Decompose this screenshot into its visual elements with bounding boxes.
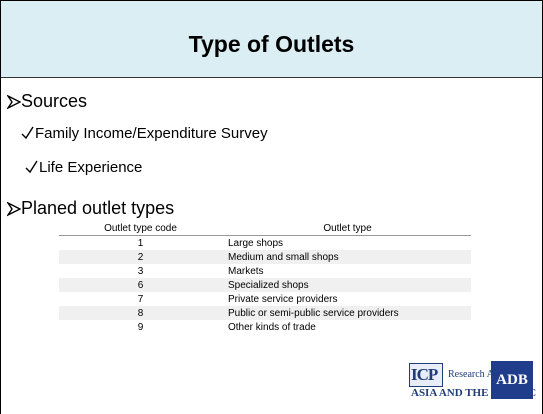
logo-text: Research Agenda	[448, 369, 518, 380]
table-row: 9 Other kinds of trade	[59, 320, 471, 334]
header-cell: Outlet type code	[59, 221, 222, 236]
table-header: Outlet type code Outlet type	[59, 221, 471, 236]
table-row: 8 Public or semi-public service providers	[59, 306, 471, 320]
sub-bullet: Family Income/Expenditure Survey	[35, 125, 268, 142]
code-cell: 9	[137, 321, 144, 333]
table-row: 6 Specialized shops	[59, 278, 471, 292]
table-row: 7 Private service providers	[59, 292, 471, 306]
type-cell: Public or semi-public service providers	[222, 306, 471, 320]
icp-logo: ICP	[411, 365, 438, 384]
code-cell: 3	[137, 265, 144, 277]
bullet: Sources	[21, 91, 88, 111]
check-bullet	[21, 126, 34, 140]
table-body: 1 Large shops 2 Medium and small shops 3 Mark…	[59, 236, 471, 335]
arrow-bullet	[7, 94, 21, 110]
code-cell: 6	[59, 278, 222, 292]
table-row: 2 Medium and small shops	[59, 250, 471, 264]
outlet-table: Outlet type code Outlet type 1 Large shop…	[59, 221, 471, 334]
table-row: 1 Large shops	[59, 236, 471, 251]
slide-title: Type of Outlets	[188, 31, 355, 57]
type-cell: Markets	[228, 265, 264, 277]
code-cell: 8	[59, 306, 222, 320]
type-cell: Large shops	[228, 237, 284, 249]
arrow-bullet	[7, 201, 21, 217]
sub-bullet: Life Experience	[39, 159, 143, 176]
code-cell: 7	[137, 293, 144, 305]
type-cell: Specialized shops	[222, 278, 471, 292]
adb-logo: ADB	[491, 361, 533, 399]
icp-logo-box	[409, 363, 443, 387]
header-cell: Outlet type	[222, 221, 471, 236]
type-cell: Medium and small shops	[222, 250, 471, 264]
bullet: Planed outlet types	[21, 198, 175, 218]
code-cell: 2	[59, 250, 222, 264]
code-cell: 1	[137, 237, 144, 249]
title-bar	[1, 1, 542, 78]
type-cell: Other kinds of trade	[228, 321, 316, 333]
type-cell: Private service providers	[228, 293, 338, 305]
check-bullet	[25, 160, 38, 174]
table-row: 3 Markets	[59, 264, 471, 278]
